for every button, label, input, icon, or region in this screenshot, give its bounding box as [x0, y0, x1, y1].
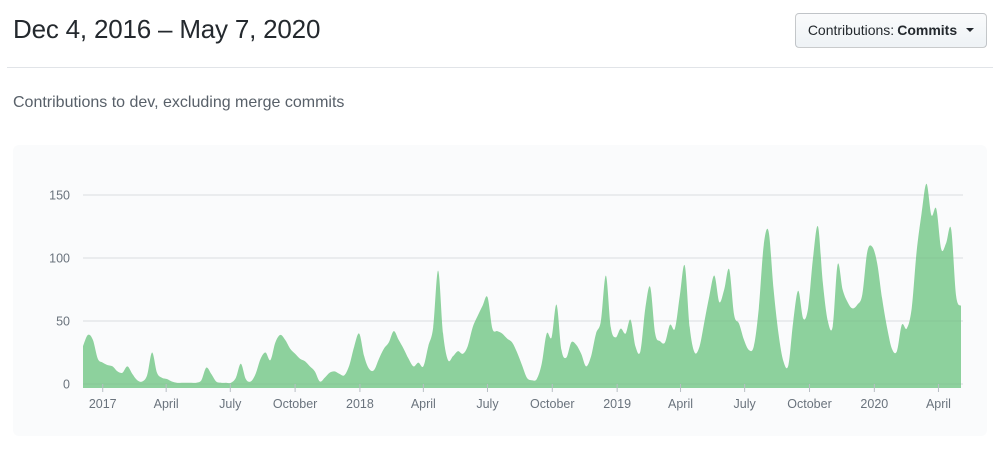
- y-axis-tick-label: 50: [56, 315, 70, 329]
- page-header: Dec 4, 2016 – May 7, 2020 Contributions:…: [13, 10, 987, 48]
- dropdown-label: Contributions:: [807, 22, 895, 38]
- x-axis-tick-label: July: [734, 397, 757, 411]
- gridline-overlay: [83, 194, 963, 385]
- x-axis-tick-label: April: [926, 397, 951, 411]
- y-axis-tick-label: 0: [63, 378, 70, 392]
- x-axis-tick-label: April: [668, 397, 693, 411]
- x-axis-tick-label: July: [476, 397, 499, 411]
- chart-subtitle: Contributions to dev, excluding merge co…: [13, 94, 345, 111]
- header-divider: [7, 67, 993, 68]
- x-axis: 2017 April July October 2018 April July October…: [89, 384, 951, 411]
- x-axis-tick-label: 2017: [89, 397, 117, 411]
- x-axis-tick-label: 2018: [346, 397, 374, 411]
- x-axis-tick-label: October: [273, 397, 317, 411]
- contributions-dropdown-button[interactable]: Contributions: Commits: [794, 13, 987, 48]
- x-axis-tick-label: October: [787, 397, 831, 411]
- x-axis-tick-label: July: [219, 397, 242, 411]
- x-axis-tick-label: October: [530, 397, 574, 411]
- x-axis-tick-label: 2020: [860, 397, 888, 411]
- contributions-chart-card: 0 50 100 150 2017 April July October 2018 April Ju…: [13, 145, 987, 436]
- x-axis-tick-label: April: [411, 397, 436, 411]
- y-axis-labels: 0 50 100 150: [49, 189, 70, 392]
- dropdown-selected-value: Commits: [897, 22, 958, 38]
- x-axis-tick-label: April: [154, 397, 179, 411]
- date-range-title: Dec 4, 2016 – May 7, 2020: [13, 14, 321, 44]
- contributors-page: Dec 4, 2016 – May 7, 2020 Contributions:…: [7, 10, 993, 436]
- dropdown-caret-icon: [966, 28, 974, 33]
- commits-area-series[interactable]: [83, 183, 961, 388]
- y-axis-tick-label: 150: [49, 189, 70, 203]
- y-axis-tick-label: 100: [49, 252, 70, 266]
- contributions-area-chart[interactable]: 0 50 100 150 2017 April July October 2018 April Ju…: [13, 145, 987, 436]
- x-axis-tick-label: 2019: [603, 397, 631, 411]
